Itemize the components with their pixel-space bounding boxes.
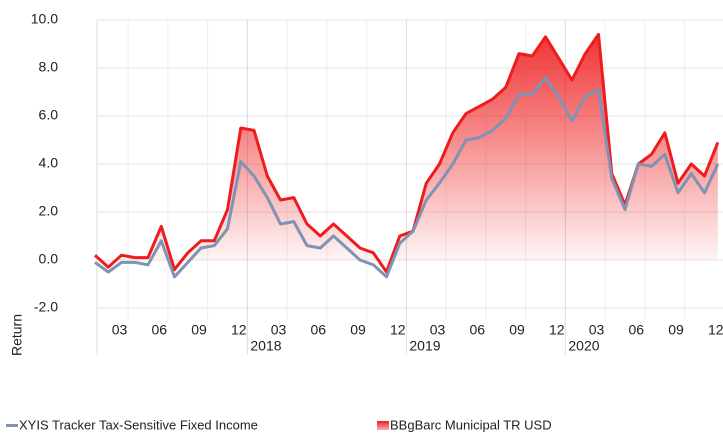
x-tick-label: 06 [151, 322, 167, 338]
y-tick-label: 8.0 [39, 59, 59, 75]
x-tick-label: 06 [469, 322, 485, 338]
y-tick-label: 4.0 [39, 155, 59, 171]
y-tick-label: 6.0 [39, 107, 59, 123]
legend-swatch [6, 424, 18, 427]
legend-swatch [377, 421, 389, 430]
x-tick-label: 03 [271, 322, 287, 338]
x-tick-label: 03 [112, 322, 128, 338]
x-tick-label: 06 [628, 322, 644, 338]
y-tick-label: 2.0 [39, 203, 59, 219]
x-tick-label: 12 [390, 322, 406, 338]
x-tick-label: 09 [509, 322, 525, 338]
x-tick-label: 03 [430, 322, 446, 338]
x-tick-label: 12 [549, 322, 565, 338]
y-tick-label: 0.0 [39, 251, 59, 267]
x-tick-label: 12 [708, 322, 723, 338]
y-tick-label: -2.0 [34, 299, 58, 315]
x-tick-label: 09 [668, 322, 684, 338]
legend-label: XYIS Tracker Tax-Sensitive Fixed Income [19, 417, 258, 432]
x-tick-label: 09 [191, 322, 207, 338]
x-tick-label: 03 [589, 322, 605, 338]
x-group-label: 2020 [568, 338, 599, 354]
x-group-label: 2018 [250, 338, 281, 354]
area [95, 34, 718, 273]
x-tick-label: 12 [231, 322, 247, 338]
y-axis-label: Return [9, 314, 25, 356]
line [93, 32, 720, 274]
y-tick-label: 10.0 [31, 11, 58, 27]
x-tick-label: 06 [310, 322, 326, 338]
line [94, 76, 720, 279]
legend-label: BBgBarc Municipal TR USD [390, 417, 552, 432]
x-tick-label: 09 [350, 322, 366, 338]
x-group-label: 2019 [409, 338, 440, 354]
